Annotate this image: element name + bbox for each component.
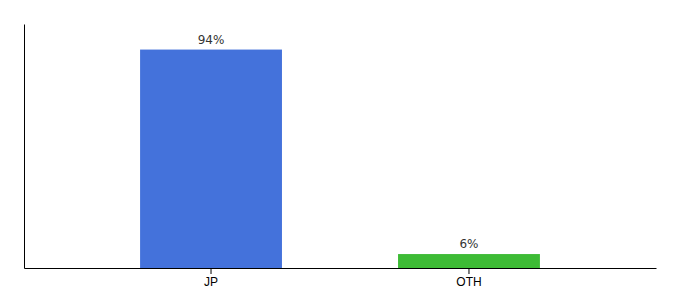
plot: JP OTH 94% 6% [25, 25, 657, 289]
bars [140, 50, 540, 268]
x-tick: OTH [456, 268, 481, 289]
data-label: 6% [459, 237, 478, 251]
bar [140, 50, 282, 268]
x-axis: JP OTH [25, 268, 657, 289]
data-label: 94% [198, 33, 225, 47]
bar [398, 254, 540, 268]
x-tick-label: JP [204, 275, 218, 289]
x-axis-line [25, 268, 657, 269]
chart: JP OTH 94% 6% [0, 0, 680, 300]
data-labels: 94% 6% [198, 33, 479, 251]
x-tick-mark [468, 268, 469, 274]
y-axis-line [24, 25, 25, 269]
x-tick-label: OTH [456, 275, 481, 289]
y-axis [24, 25, 25, 269]
x-tick: JP [204, 268, 218, 289]
x-tick-mark [211, 268, 212, 274]
